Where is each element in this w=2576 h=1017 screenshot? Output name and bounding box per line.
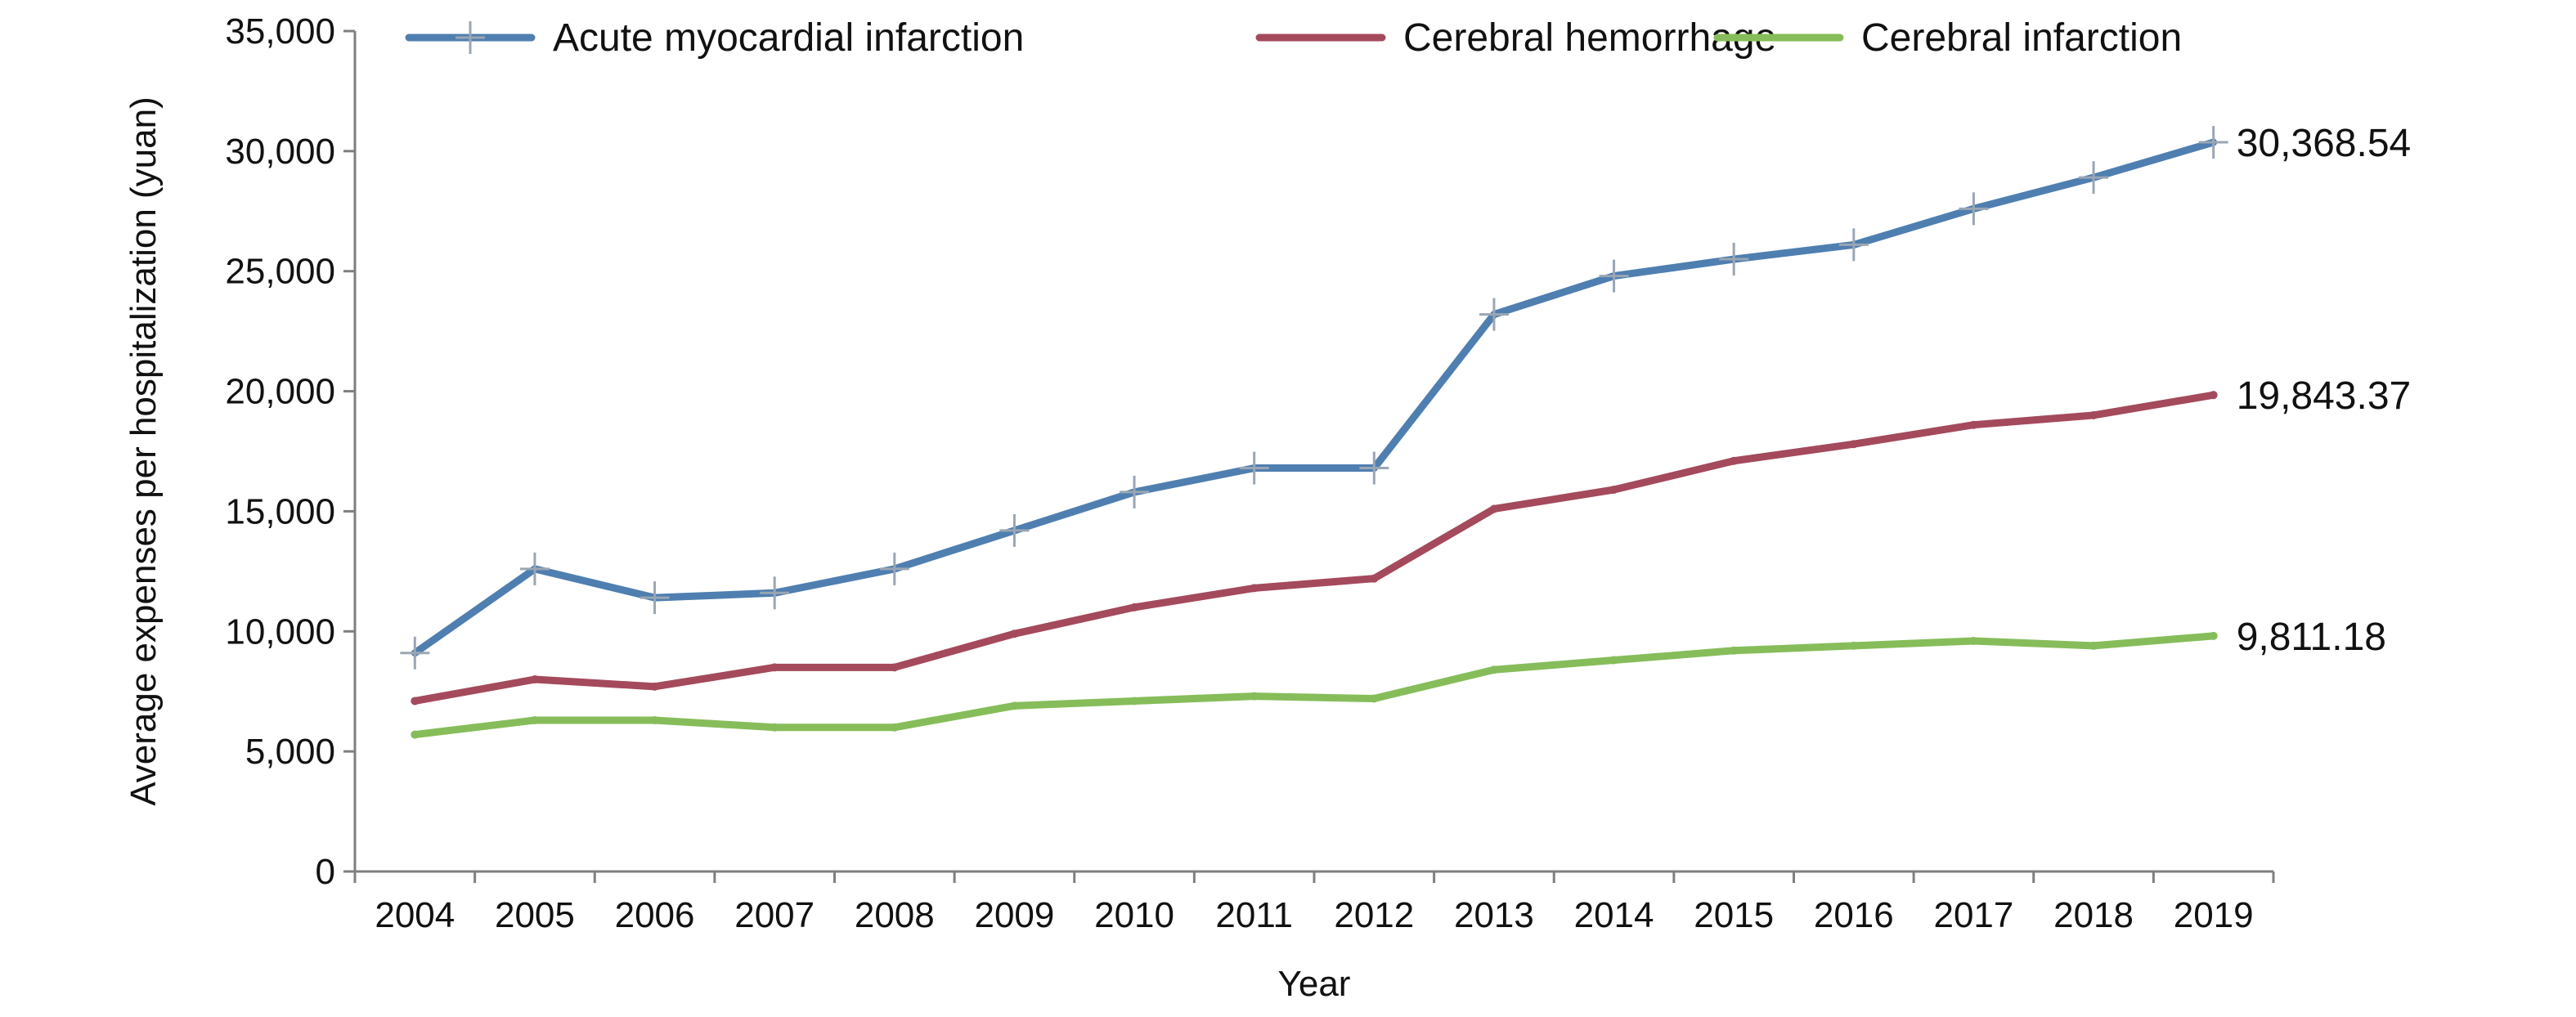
series-acute-myocardial-infarction <box>400 126 2228 670</box>
y-tick-label: 25,000 <box>225 252 335 292</box>
data-point <box>770 663 779 672</box>
y-tick-label: 0 <box>316 852 335 892</box>
y-tick-label: 5,000 <box>245 732 335 772</box>
series-layer <box>400 126 2228 739</box>
data-point <box>770 723 779 732</box>
data-point <box>650 715 659 724</box>
data-point <box>1730 646 1739 655</box>
data-point <box>2079 161 2109 195</box>
x-axis-title: Year <box>1278 964 1351 1004</box>
data-point <box>1838 228 1869 262</box>
series-line <box>411 632 2218 739</box>
series-cerebral-hemorrhage <box>411 391 2218 706</box>
x-tick-label: 2013 <box>1454 895 1534 935</box>
data-point <box>1609 656 1618 665</box>
y-tick-label: 10,000 <box>225 612 335 652</box>
data-point <box>1969 637 1978 646</box>
y-tick-label: 15,000 <box>225 491 335 531</box>
x-tick-label: 2016 <box>1814 895 1894 935</box>
data-point <box>1250 692 1259 701</box>
data-point <box>1130 603 1139 612</box>
data-point <box>1730 456 1739 465</box>
data-point <box>530 715 539 724</box>
data-point <box>640 581 670 615</box>
legend-label: Cerebral infarction <box>1861 16 2182 60</box>
data-point <box>879 552 909 585</box>
x-tick-label: 2010 <box>1094 895 1174 935</box>
data-point <box>519 552 550 585</box>
data-point <box>1609 485 1618 494</box>
series-line <box>411 138 2218 657</box>
end-value-label: 30,368.54 <box>2237 122 2412 165</box>
data-point <box>400 636 430 670</box>
data-point <box>2209 631 2218 640</box>
x-tick-label: 2004 <box>375 895 455 935</box>
x-tick-label: 2006 <box>615 895 695 935</box>
end-value-label: 9,811.18 <box>2237 616 2386 659</box>
legend-label: Acute myocardial infarction <box>553 16 1024 60</box>
data-point <box>1849 440 1858 449</box>
x-tick-label: 2011 <box>1215 895 1293 935</box>
data-point <box>999 513 1030 547</box>
x-tick-label: 2007 <box>734 895 815 935</box>
series-cerebral-infarction <box>411 631 2218 739</box>
data-point <box>1239 451 1269 485</box>
data-point <box>1120 475 1150 508</box>
data-point <box>2089 641 2098 650</box>
data-point <box>411 730 420 739</box>
x-tick-label: 2017 <box>1933 895 2013 935</box>
x-axis-ticks: 2004 2005 2006 2007 2008 2009 2010 2011 2012 2013… <box>353 871 2275 935</box>
data-point <box>1849 641 1858 650</box>
data-point <box>1370 694 1379 703</box>
data-point <box>530 675 539 684</box>
data-point <box>1489 665 1498 674</box>
data-point <box>1489 504 1498 513</box>
data-point <box>1010 701 1019 710</box>
data-point <box>1969 420 1978 429</box>
data-point <box>1359 451 1389 485</box>
y-tick-label: 20,000 <box>225 372 335 412</box>
data-point <box>1370 574 1379 583</box>
data-point <box>411 697 420 706</box>
data-point <box>1599 259 1629 293</box>
legend-item: Cerebral infarction <box>1713 16 2182 60</box>
data-point <box>2198 126 2228 159</box>
legend: Acute myocardial infarction Cerebral hemo… <box>405 16 2182 60</box>
end-value-label: 19,843.37 <box>2237 374 2412 418</box>
axes <box>353 31 2273 873</box>
data-point <box>1130 697 1139 706</box>
end-value-labels: 30,368.54 19,843.37 9,811.18 <box>2237 122 2412 659</box>
data-point <box>760 576 790 610</box>
x-tick-label: 2015 <box>1694 895 1774 935</box>
series-line <box>411 391 2218 705</box>
y-axis-ticks: 0 5,000 10,000 15,000 20,000 25,000 30,000 35,0… <box>225 11 355 892</box>
data-point <box>1719 243 1749 276</box>
x-tick-label: 2009 <box>974 895 1054 935</box>
data-point <box>1959 192 1989 226</box>
data-point <box>2089 410 2098 419</box>
data-point <box>1479 298 1509 331</box>
legend-item: Acute myocardial infarction <box>405 16 1024 60</box>
data-point <box>650 682 659 691</box>
legend-item: Cerebral hemorrhage <box>1255 16 1776 60</box>
x-tick-label: 2012 <box>1334 895 1414 935</box>
y-axis-title: Average expenses per hospitalization (yu… <box>123 96 164 806</box>
y-tick-label: 35,000 <box>225 11 335 52</box>
data-point <box>890 723 899 732</box>
data-point <box>2209 391 2218 400</box>
data-point <box>1010 629 1019 638</box>
y-tick-label: 30,000 <box>225 132 335 172</box>
x-tick-label: 2014 <box>1574 895 1654 935</box>
x-tick-label: 2019 <box>2174 895 2254 935</box>
data-point <box>1250 584 1259 593</box>
x-tick-label: 2005 <box>495 895 575 935</box>
data-point <box>890 663 899 672</box>
x-tick-label: 2018 <box>2053 895 2134 935</box>
x-tick-label: 2008 <box>855 895 935 935</box>
